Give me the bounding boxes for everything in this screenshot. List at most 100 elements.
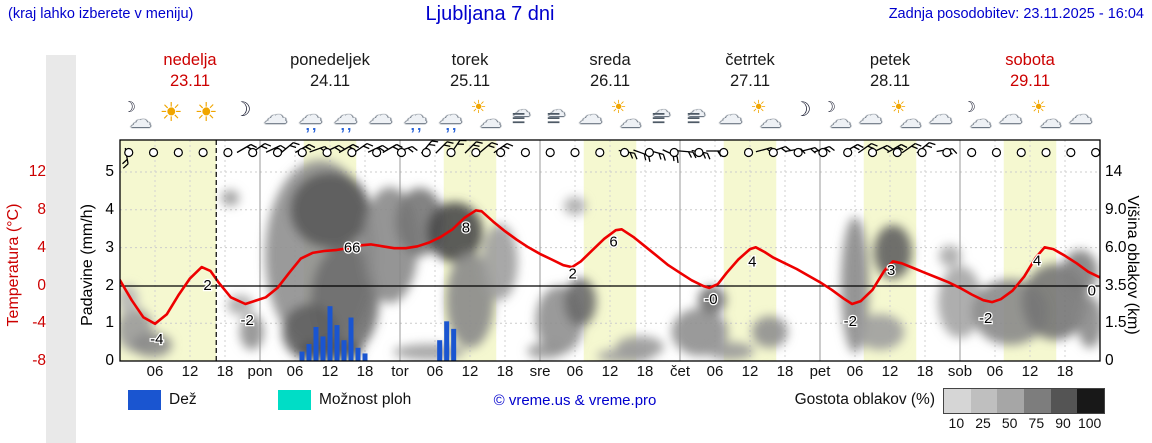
rain-cloud-icon: ☁	[403, 102, 428, 129]
x-hour-label: 18	[636, 363, 654, 380]
rain-cloud-icon: ☁	[333, 102, 358, 129]
cloud-cover-circle	[991, 147, 1002, 158]
weather-icon-partly: ☀ ☁	[610, 97, 646, 136]
x-hour-label: 18	[356, 363, 374, 380]
cloud-density-scale-label: 75	[1028, 415, 1045, 431]
cloud-cover-circle	[719, 147, 729, 158]
weather-icon-moon-cloud: ☽ ☁	[960, 98, 996, 136]
x-day-abbr: pet	[809, 363, 831, 380]
left-gutter	[46, 55, 76, 443]
day-date: 24.11	[309, 72, 351, 90]
day-date: 25.11	[449, 72, 491, 90]
moon-icon: ☽	[122, 99, 136, 116]
cloud-density-scale-segment	[1077, 389, 1105, 413]
day-header-petek: petek 28.11	[820, 50, 960, 92]
temperature-value-label: 66	[344, 239, 361, 256]
x-hour-label: 06	[706, 363, 724, 380]
weather-icon-moon-cloud: ☽ ☁	[120, 98, 156, 136]
cloud-density-scale-label: 10	[948, 415, 965, 431]
cloud-density-legend-label: Gostota oblakov (%)	[794, 391, 935, 408]
cloud-cover-circle	[1066, 147, 1076, 158]
cloud-cover-circle	[967, 147, 977, 158]
page-title: Ljubljana 7 dni	[425, 3, 555, 25]
day-name: nedelja	[163, 51, 217, 69]
moon-icon: ☽	[793, 99, 812, 121]
weather-icon-sun: ☀	[155, 98, 191, 136]
day-header-sreda: sreda 26.11	[540, 50, 680, 92]
x-hour-label: 12	[741, 363, 759, 380]
cloud-cover-circle	[768, 147, 778, 158]
cloud-icon: ☁	[998, 102, 1023, 129]
cloud-cover-circle	[297, 147, 307, 158]
weather-icon-partly: ☀ ☁	[1030, 97, 1066, 136]
temperature-value-label: 2	[568, 266, 576, 283]
cloud-cover-circle	[124, 147, 134, 158]
rain-bar	[334, 325, 340, 361]
x-hour-label: 18	[916, 363, 934, 380]
sun-icon: ☀	[194, 97, 218, 127]
temp-tick: 0	[37, 277, 46, 294]
cloud-icon: ☁	[619, 107, 642, 132]
temp-tick: -4	[32, 314, 46, 331]
day-name: petek	[869, 51, 911, 69]
cloud-density-scale-segment	[944, 389, 971, 413]
weather-icon-cloud: ☁	[715, 98, 751, 136]
day-name: torek	[451, 51, 489, 69]
rain-drops-icon: ‚‚	[340, 117, 354, 134]
cloud-icon: ☁	[759, 107, 782, 132]
cloud-height-tick: 9.0	[1105, 201, 1127, 218]
weather-icon-rain: ☁ ‚‚	[295, 98, 331, 136]
cloud-cover-circle	[942, 147, 952, 158]
showers-legend-label: Možnost ploh	[319, 391, 412, 408]
weather-icon-cloud: ☁	[995, 98, 1031, 136]
cloud-cover-circle	[1091, 147, 1100, 158]
temperature-value-label: -2	[240, 312, 253, 329]
cloud-cover-circle	[198, 147, 208, 158]
temperature-value-label: 6	[609, 234, 617, 251]
cloud-cover-circle	[867, 147, 878, 158]
x-hour-label: 06	[426, 363, 444, 380]
rain-legend-swatch	[128, 390, 161, 410]
cloud-density-scale-segment	[1050, 389, 1078, 413]
temp-tick: -8	[32, 352, 46, 369]
rain-legend-label: Dež	[169, 391, 197, 408]
wind-barb	[382, 143, 403, 154]
wind-barb	[280, 142, 300, 154]
cloud-cover-circle	[372, 147, 382, 158]
cloud-cover-circle	[322, 147, 332, 158]
cloud-cover-circle	[173, 147, 183, 158]
rain-bar	[306, 343, 312, 361]
cloud-cover-circle	[421, 147, 431, 158]
weather-icon-cloud: ☁	[365, 98, 401, 136]
rain-drops-icon: ‚‚	[410, 117, 424, 134]
weather-icon-cloud: ☁	[575, 98, 611, 136]
x-hour-label: 12	[321, 363, 339, 380]
moon-icon: ☽	[233, 99, 252, 121]
credit-link[interactable]: © vreme.us & vreme.pro	[493, 392, 657, 409]
rain-drops-icon: ‚‚	[305, 117, 319, 134]
rain-bar	[299, 351, 305, 361]
cloud-cover-circle	[248, 147, 258, 158]
weather-icon-rain: ☁ ‚‚	[330, 98, 366, 136]
rain-bar	[362, 353, 368, 361]
wind-barb	[464, 141, 483, 154]
temperature-value-label: 0	[1088, 283, 1096, 300]
fog-icon: ≡	[651, 105, 666, 132]
day-header-četrtek: četrtek 27.11	[680, 50, 820, 92]
cloud-icon: ☁	[129, 107, 152, 132]
x-hour-label: 18	[776, 363, 794, 380]
showers-legend-swatch	[278, 390, 311, 410]
temperature-value-label: 3	[887, 262, 895, 279]
weather-icon-fog: ☁ ≡	[680, 98, 716, 136]
day-header-sobota: sobota 29.11	[960, 50, 1100, 92]
rain-bar	[313, 326, 319, 361]
x-day-abbr: sre	[529, 363, 551, 380]
temperature-value-label: -4	[150, 331, 163, 348]
cloud-cover-circle	[520, 147, 531, 158]
x-hour-label: 18	[496, 363, 514, 380]
cloud-icon: ☁	[512, 100, 531, 120]
cloud-cover-circle	[669, 147, 679, 158]
cloud-cover-circle	[743, 147, 754, 158]
